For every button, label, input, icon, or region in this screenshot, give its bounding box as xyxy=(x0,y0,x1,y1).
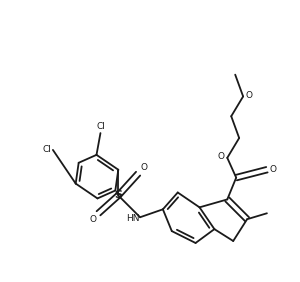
Text: Cl: Cl xyxy=(96,122,105,131)
Text: O: O xyxy=(270,165,277,174)
Text: O: O xyxy=(217,152,224,161)
Text: Cl: Cl xyxy=(42,146,51,155)
Text: O: O xyxy=(140,163,147,172)
Text: HN: HN xyxy=(127,214,140,223)
Text: O: O xyxy=(245,91,252,100)
Text: O: O xyxy=(89,215,97,224)
Text: S: S xyxy=(114,190,122,201)
